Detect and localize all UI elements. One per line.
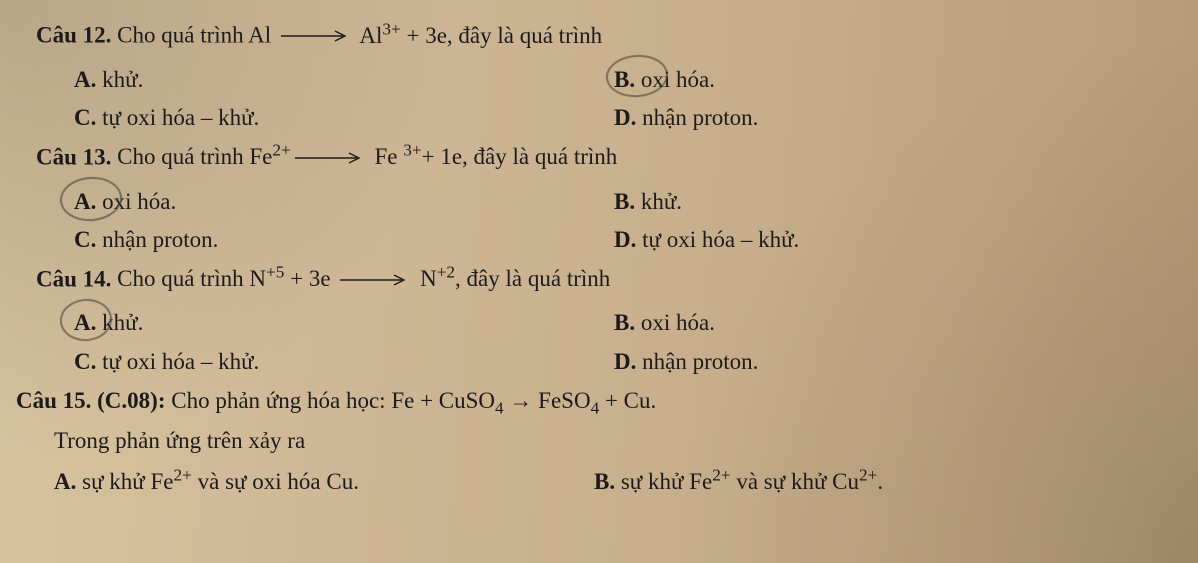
q15-line2: Trong phản ứng trên xảy ra (16, 422, 1162, 461)
option-text: oxi hóa. (96, 189, 176, 214)
option-text: oxi hóa. (635, 67, 715, 92)
option-text: tự oxi hóa – khử. (96, 349, 259, 374)
option-text: sự khử Fe2+ và sự oxi hóa Cu. (76, 469, 359, 494)
option-letter: D. (614, 221, 636, 260)
option-letter: C. (74, 99, 96, 138)
q15-options: A. sự khử Fe2+ và sự oxi hóa Cu. B. sự k… (16, 463, 1154, 502)
option-letter: A. (74, 61, 96, 100)
option-letter: D. (614, 343, 636, 382)
question-15: Câu 15. (C.08): Cho phản ứng hóa học: Fe… (16, 382, 1162, 502)
option-letter: D. (614, 99, 636, 138)
arrow-icon (281, 16, 351, 55)
q13-opt-A: A. oxi hóa. (74, 183, 614, 222)
q12-stem: Câu 12. Cho quá trình Al Al3+ + 3e, đây … (36, 16, 1162, 59)
option-text: oxi hóa. (635, 310, 715, 335)
option-text: nhận proton. (96, 227, 218, 252)
option-letter: B. (614, 183, 635, 222)
option-text: khử. (96, 310, 143, 335)
q13-stem-pre: Cho quá trình Fe2+ (111, 144, 290, 169)
option-letter: B. (594, 463, 615, 502)
q12-stem-pre: Cho quá trình Al (111, 23, 276, 48)
q14-opt-D: D. nhận proton. (614, 343, 1154, 382)
option-text: tự oxi hóa – khử. (96, 105, 259, 130)
q12-opt-C: C. tự oxi hóa – khử. (74, 99, 614, 138)
option-letter: B. (614, 61, 635, 100)
q13-options: A. oxi hóa. B. khử. C. nhận proton. D. t… (36, 183, 1162, 260)
option-letter: B. (614, 304, 635, 343)
option-letter: A. (54, 463, 76, 502)
q14-stem-pre: Cho quá trình N+5 + 3e (111, 266, 336, 291)
option-text: nhận proton. (636, 105, 758, 130)
option-text: sự khử Fe2+ và sự khử Cu2+. (615, 469, 883, 494)
q14-stem: Câu 14. Cho quá trình N+5 + 3e N+2, đây … (36, 260, 1162, 303)
option-letter: C. (74, 343, 96, 382)
q12-options: A. khử. B. oxi hóa. C. tự oxi hóa – khử.… (36, 61, 1162, 138)
q12-label: Câu 12. (36, 23, 111, 48)
q15-opt-A: A. sự khử Fe2+ và sự oxi hóa Cu. (54, 463, 594, 502)
option-letter: C. (74, 221, 96, 260)
question-14: Câu 14. Cho quá trình N+5 + 3e N+2, đây … (36, 260, 1162, 382)
q15-stem-text: Cho phản ứng hóa học: Fe + CuSO4 → FeSO4… (166, 388, 657, 413)
q14-label: Câu 14. (36, 266, 111, 291)
q15-opt-B: B. sự khử Fe2+ và sự khử Cu2+. (594, 463, 1134, 502)
option-letter: A. (74, 183, 96, 222)
q13-stem-post: Fe 3++ 1e, đây là quá trình (369, 144, 618, 169)
question-13: Câu 13. Cho quá trình Fe2+ Fe 3++ 1e, đâ… (36, 138, 1162, 260)
option-text: khử. (635, 189, 682, 214)
q12-opt-B: B. oxi hóa. (614, 61, 1154, 100)
q13-opt-B: B. khử. (614, 183, 1154, 222)
arrow-icon (340, 260, 410, 299)
q14-opt-B: B. oxi hóa. (614, 304, 1154, 343)
q12-opt-D: D. nhận proton. (614, 99, 1154, 138)
q12-stem-post: Al3+ + 3e, đây là quá trình (355, 23, 602, 48)
option-letter: A. (74, 304, 96, 343)
option-text: tự oxi hóa – khử. (636, 227, 799, 252)
q14-options: A. khử. B. oxi hóa. C. tự oxi hóa – khử.… (36, 304, 1162, 381)
q14-opt-C: C. tự oxi hóa – khử. (74, 343, 614, 382)
q12-opt-A: A. khử. (74, 61, 614, 100)
q13-label: Câu 13. (36, 144, 111, 169)
q13-opt-D: D. tự oxi hóa – khử. (614, 221, 1154, 260)
option-text: nhận proton. (636, 349, 758, 374)
q15-stem: Câu 15. (C.08): Cho phản ứng hóa học: Fe… (16, 382, 1162, 421)
question-12: Câu 12. Cho quá trình Al Al3+ + 3e, đây … (36, 16, 1162, 138)
option-text: khử. (96, 67, 143, 92)
arrow-icon (295, 138, 365, 177)
q14-stem-post: N+2, đây là quá trình (414, 266, 610, 291)
q13-stem: Câu 13. Cho quá trình Fe2+ Fe 3++ 1e, đâ… (36, 138, 1162, 181)
q15-label: Câu 15. (C.08): (16, 388, 166, 413)
q13-opt-C: C. nhận proton. (74, 221, 614, 260)
q14-opt-A: A. khử. (74, 304, 614, 343)
